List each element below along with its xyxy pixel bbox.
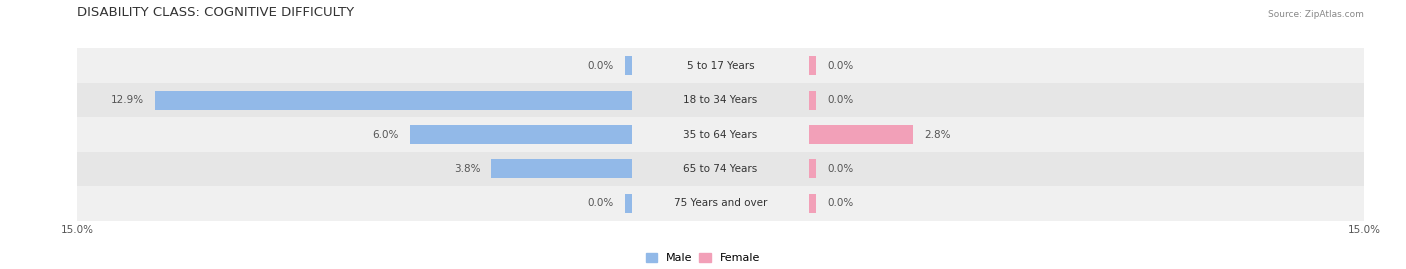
Text: 0.0%: 0.0% [827, 198, 853, 208]
Bar [810, 117, 1364, 152]
Bar [631, 186, 810, 221]
Text: 18 to 34 Years: 18 to 34 Years [683, 95, 758, 105]
Legend: Male, Female: Male, Female [647, 253, 759, 263]
Bar [810, 48, 1364, 83]
Text: 0.0%: 0.0% [827, 95, 853, 105]
Bar [810, 186, 1364, 221]
Text: 0.0%: 0.0% [588, 198, 614, 208]
Bar [77, 117, 631, 152]
Text: 0.0%: 0.0% [588, 61, 614, 71]
Text: 12.9%: 12.9% [111, 95, 143, 105]
Text: Source: ZipAtlas.com: Source: ZipAtlas.com [1268, 10, 1364, 19]
Bar [810, 83, 1364, 117]
Bar [810, 160, 815, 178]
Bar [77, 48, 631, 83]
Text: 6.0%: 6.0% [373, 129, 399, 140]
Bar [810, 56, 815, 75]
Bar [77, 83, 631, 117]
Text: 0.0%: 0.0% [827, 164, 853, 174]
Bar [491, 160, 631, 178]
Bar [155, 91, 631, 109]
Text: 5 to 17 Years: 5 to 17 Years [686, 61, 755, 71]
Bar [631, 48, 810, 83]
Bar [77, 152, 631, 186]
Text: 2.8%: 2.8% [924, 129, 950, 140]
Bar [411, 125, 631, 144]
Bar [631, 83, 810, 117]
Bar [626, 56, 631, 75]
Bar [810, 194, 815, 213]
Text: 65 to 74 Years: 65 to 74 Years [683, 164, 758, 174]
Bar [810, 152, 1364, 186]
Bar [810, 91, 815, 109]
Text: DISABILITY CLASS: COGNITIVE DIFFICULTY: DISABILITY CLASS: COGNITIVE DIFFICULTY [77, 6, 354, 19]
Text: 3.8%: 3.8% [454, 164, 481, 174]
Bar [631, 117, 810, 152]
Text: 75 Years and over: 75 Years and over [673, 198, 768, 208]
Bar [810, 125, 912, 144]
Bar [631, 152, 810, 186]
Bar [626, 194, 631, 213]
Text: 0.0%: 0.0% [827, 61, 853, 71]
Text: 35 to 64 Years: 35 to 64 Years [683, 129, 758, 140]
Bar [77, 186, 631, 221]
